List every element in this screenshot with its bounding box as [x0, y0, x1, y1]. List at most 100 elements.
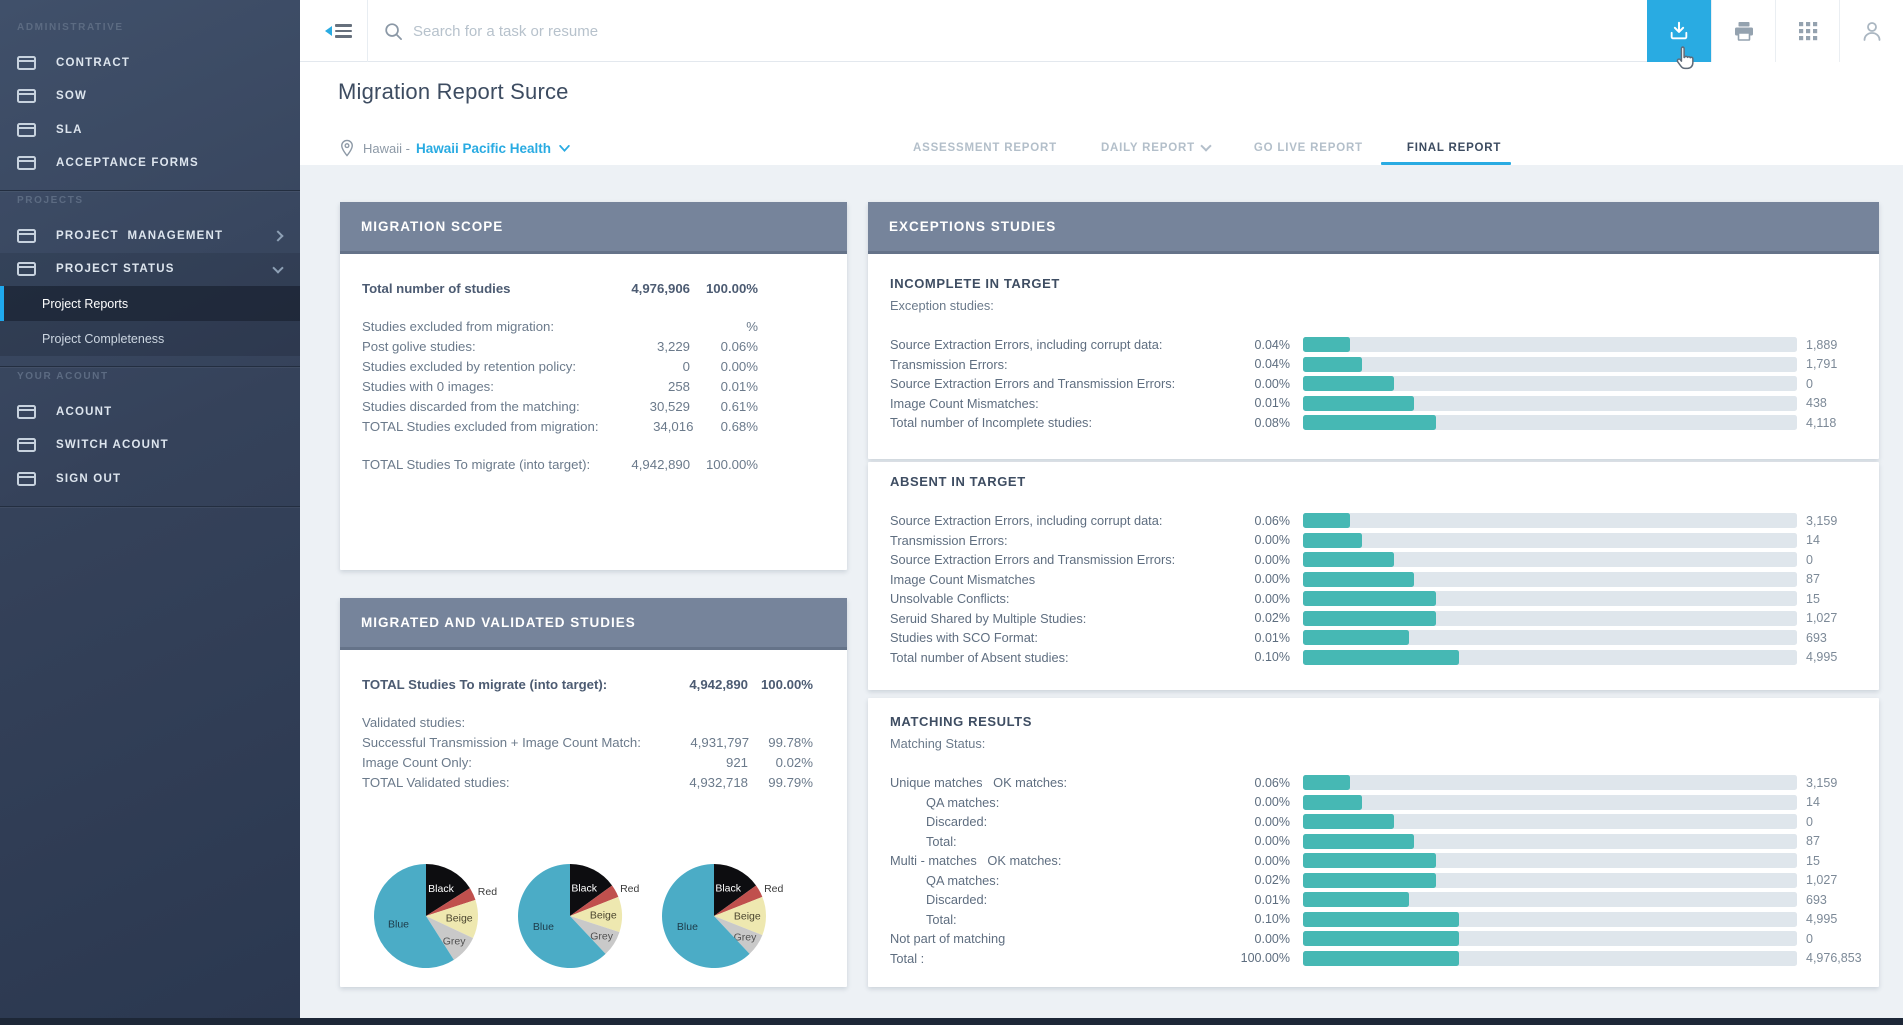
sidebar-item-sign-out[interactable]: SIGN OUT — [0, 462, 300, 496]
user-menu-button[interactable] — [1839, 0, 1903, 62]
exception-bar-row: Total : 100.00% 4,976,853 — [890, 949, 1871, 969]
stat-percent: 0.68% — [720, 418, 758, 434]
pie-slice-blue — [662, 864, 750, 968]
bar-row-percent: 0.00% — [1254, 572, 1290, 587]
progress-bar-track — [1303, 376, 1797, 392]
stat-row: TOTAL Studies To migrate (into target): 4… — [340, 454, 847, 474]
tab-label: GO LIVE REPORT — [1253, 142, 1363, 154]
download-button[interactable] — [1647, 0, 1711, 62]
location-selector[interactable]: Hawaii - Hawaii Pacific Health — [340, 131, 570, 165]
progress-bar-fill — [1303, 853, 1437, 869]
stat-percent: 0.01% — [720, 378, 758, 394]
apps-grid-icon — [1798, 22, 1817, 41]
progress-bar-fill — [1303, 532, 1363, 548]
bar-row-value: 1,027 — [1806, 611, 1838, 626]
document-card-icon — [17, 55, 36, 70]
bar-row-value: 693 — [1806, 630, 1827, 645]
exception-bar-row: Source Extraction Errors and Transmissio… — [890, 550, 1871, 570]
bar-row-label: Total number of Absent studies: — [890, 649, 1069, 665]
stat-percent: 99.79% — [768, 774, 813, 790]
stat-percent: 100.00% — [705, 456, 758, 472]
pie-label-black: Black — [428, 883, 454, 895]
bar-row-percent: 0.01% — [1254, 396, 1290, 411]
pie-slice-beige — [570, 896, 622, 933]
top-bar: Search for a task or resume — [300, 0, 1903, 62]
progress-bar-fill — [1303, 931, 1459, 947]
sidebar-item-label: PROJECT STATUS — [56, 263, 175, 276]
card-migrated-validated-header: MIGRATED AND VALIDATED STUDIES — [340, 598, 847, 650]
sidebar-item-project-management[interactable]: PROJECT MANAGEMENT — [0, 219, 300, 253]
bar-row-value: 693 — [1806, 892, 1827, 907]
pie-label-beige: Beige — [590, 910, 617, 922]
bar-row-label: QA matches: — [926, 872, 1000, 888]
validation-pie-1: Black Red Beige Grey Blue — [374, 864, 497, 968]
progress-bar-track — [1303, 872, 1797, 888]
sidebar-item-label: SWITCH ACOUNT — [56, 439, 169, 452]
exception-bar-row: Discarded: 0.00% 0 — [890, 812, 1871, 832]
stat-percent: 0.00% — [720, 358, 758, 374]
sidebar-item-label: ACCEPTANCE FORMS — [56, 157, 199, 170]
bar-row-label: Total: — [926, 833, 957, 849]
bar-row-label: Seruid Shared by Multiple Studies: — [890, 610, 1087, 626]
progress-bar-fill — [1303, 395, 1415, 411]
sidebar-item-project-status[interactable]: PROJECT STATUS — [0, 252, 300, 286]
exception-bar-row: Source Extraction Errors and Transmissio… — [890, 374, 1871, 394]
progress-bar-fill — [1303, 814, 1395, 830]
absent-bar-rows: Source Extraction Errors, including corr… — [890, 511, 1871, 667]
bar-row-value: 1,791 — [1806, 357, 1838, 372]
sidebar-item-acount[interactable]: ACOUNT — [0, 395, 300, 429]
bar-row-percent: 0.00% — [1254, 376, 1290, 391]
progress-bar-track — [1303, 911, 1797, 927]
stat-row: Studies discarded from the matching: 30,5… — [340, 396, 847, 416]
pie-label-black: Black — [715, 883, 741, 895]
bar-row-value: 4,995 — [1806, 650, 1838, 665]
document-card-icon — [17, 262, 36, 277]
stat-value: 34,016 — [653, 418, 694, 434]
tab-final-report[interactable]: FINAL REPORT — [1380, 131, 1512, 165]
bar-row-value: 15 — [1806, 853, 1820, 868]
stat-label: Successful Transmission + Image Count Ma… — [362, 734, 641, 750]
tab-go-live-report[interactable]: GO LIVE REPORT — [1254, 131, 1363, 165]
stat-row: Total number of studies 4,976,906 100.00% — [340, 278, 847, 298]
search-input[interactable]: Search for a task or resume — [384, 0, 598, 62]
tab-daily-report[interactable]: DAILY REPORT — [1101, 131, 1212, 165]
apps-grid-button[interactable] — [1775, 0, 1839, 62]
bar-row-label: Studies with SCO Format: — [890, 630, 1038, 646]
stat-row: Successful Transmission + Image Count Ma… — [340, 732, 847, 752]
sidebar-item-sla[interactable]: SLA — [0, 113, 300, 147]
tab-assessment-report[interactable]: ASSESSMENT REPORT — [913, 131, 1057, 165]
sidebar-subitem-project-reports[interactable]: Project Reports — [0, 286, 300, 321]
progress-bar-track — [1303, 950, 1797, 966]
stat-label: Validated studies: — [362, 714, 466, 730]
exception-bar-row: Discarded: 0.01% 693 — [890, 890, 1871, 910]
sidebar-item-sow[interactable]: SOW — [0, 80, 300, 114]
progress-bar-fill — [1303, 356, 1363, 372]
sidebar-subitem-project-completeness[interactable]: Project Completeness — [42, 331, 165, 346]
print-icon — [1734, 22, 1753, 41]
stat-row: TOTAL Studies excluded from migration: 34… — [340, 416, 847, 436]
bar-row-value: 438 — [1806, 396, 1827, 411]
stat-value: 4,942,890 — [631, 456, 691, 472]
stat-value: 4,942,890 — [689, 676, 748, 692]
progress-bar-track — [1303, 814, 1797, 830]
collapse-sidebar-button[interactable] — [314, 0, 362, 62]
progress-bar-track — [1303, 571, 1797, 587]
location-name[interactable]: Hawaii Pacific Health — [415, 140, 552, 156]
sidebar-item-contract[interactable]: CONTRACT — [0, 46, 300, 80]
pie-label-beige: Beige — [734, 911, 761, 923]
bar-row-percent: 0.00% — [1254, 591, 1290, 606]
bar-row-label: Discarded: — [926, 892, 988, 908]
bar-row-label: Transmission Errors: — [890, 356, 1008, 372]
stat-value: 258 — [667, 378, 690, 394]
pie-label-beige: Beige — [446, 913, 473, 925]
exception-bar-row: Image Count Mismatches: 0.01% 438 — [890, 394, 1871, 414]
page-title: Migration Report Surce — [338, 79, 569, 104]
progress-bar-track — [1303, 892, 1797, 908]
progress-bar-track — [1303, 513, 1797, 529]
sidebar-item-acceptance-forms[interactable]: ACCEPTANCE FORMS — [0, 147, 300, 181]
main-content: MIGRATION SCOPE Total number of studies 4… — [300, 165, 1903, 1018]
incomplete-bar-rows: Source Extraction Errors, including corr… — [890, 335, 1871, 433]
print-button[interactable] — [1711, 0, 1775, 62]
sidebar-item-switch-acount[interactable]: SWITCH ACOUNT — [0, 429, 300, 463]
stat-label: TOTAL Studies To migrate (into target): — [362, 456, 591, 472]
